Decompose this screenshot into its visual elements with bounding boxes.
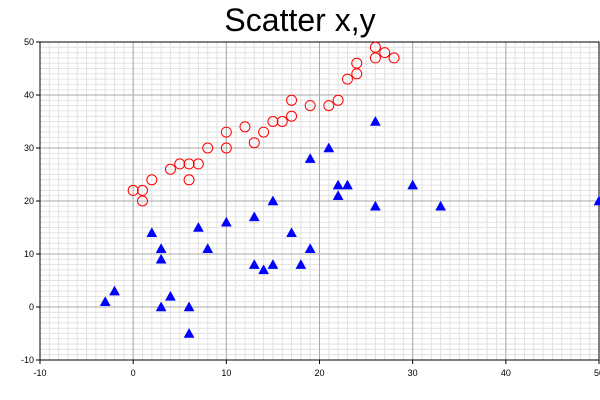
- x-tick-label: 50: [594, 368, 600, 378]
- y-tick-label: 40: [24, 90, 34, 100]
- x-tick-label: 40: [501, 368, 511, 378]
- data-point-circle: [369, 52, 381, 64]
- data-point-circle: [164, 163, 176, 175]
- data-point-circle: [183, 174, 195, 186]
- data-point-circle: [183, 158, 195, 170]
- data-point-circle: [304, 100, 316, 112]
- data-point-triangle: [202, 243, 214, 253]
- data-point-circle: [220, 142, 232, 154]
- tick-labels: -10 0 10 20 30 40 50 -10 0 10 20 30 40 50: [21, 37, 600, 378]
- x-tick-label: 30: [408, 368, 418, 378]
- data-point-triangle: [295, 259, 307, 269]
- y-tick-label: 50: [24, 37, 34, 47]
- axis-ticks: [36, 41, 600, 364]
- data-point-circle: [239, 121, 251, 133]
- data-point-triangle: [407, 179, 419, 190]
- data-point-triangle: [220, 216, 232, 227]
- data-point-circle: [286, 110, 298, 122]
- data-point-triangle: [323, 142, 335, 153]
- data-point-triangle: [99, 296, 111, 306]
- data-point-triangle: [342, 179, 353, 190]
- data-point-circle: [388, 52, 400, 64]
- y-tick-label: -10: [21, 355, 34, 365]
- data-point-triangle: [304, 153, 316, 163]
- data-points: [99, 41, 600, 338]
- data-point-triangle: [267, 259, 279, 269]
- data-point-circle: [351, 57, 363, 69]
- data-point-circle: [351, 68, 363, 80]
- data-point-circle: [323, 100, 335, 112]
- x-tick-label: 20: [314, 368, 324, 378]
- data-point-circle: [136, 195, 148, 207]
- data-point-circle: [267, 116, 279, 127]
- data-point-circle: [258, 126, 270, 138]
- data-point-triangle: [248, 211, 260, 222]
- chart-title: Scatter x,y: [224, 2, 376, 38]
- data-point-triangle: [593, 195, 600, 206]
- data-point-triangle: [369, 115, 381, 126]
- data-point-triangle: [146, 227, 158, 238]
- x-tick-label: 10: [221, 368, 231, 378]
- data-point-triangle: [155, 253, 167, 264]
- data-point-circle: [369, 41, 381, 53]
- data-point-triangle: [165, 290, 176, 301]
- data-point-circle: [248, 137, 260, 149]
- data-point-triangle: [248, 259, 260, 269]
- data-point-triangle: [109, 285, 120, 296]
- data-point-circle: [136, 184, 148, 196]
- data-point-triangle: [267, 195, 279, 206]
- data-point-circle: [379, 47, 391, 59]
- data-point-triangle: [258, 264, 270, 275]
- data-point-circle: [146, 174, 158, 186]
- data-point-circle: [276, 116, 288, 127]
- data-point-circle: [286, 94, 298, 106]
- data-point-triangle: [369, 200, 381, 211]
- x-tick-label: 0: [131, 368, 136, 378]
- data-point-triangle: [183, 327, 195, 338]
- data-point-triangle: [286, 227, 297, 238]
- data-point-triangle: [183, 301, 195, 312]
- data-point-triangle: [192, 221, 204, 232]
- data-point-circle: [332, 94, 344, 106]
- y-tick-label: 0: [29, 302, 34, 312]
- data-point-triangle: [155, 301, 167, 312]
- data-point-triangle: [155, 243, 167, 253]
- data-point-circle: [174, 158, 186, 170]
- data-point-circle: [192, 158, 204, 170]
- x-tick-label: -10: [33, 368, 46, 378]
- y-tick-label: 20: [24, 196, 34, 206]
- data-point-triangle: [435, 200, 447, 211]
- y-tick-label: 10: [24, 249, 34, 259]
- y-tick-label: 30: [24, 143, 34, 153]
- data-point-triangle: [332, 179, 344, 190]
- data-point-circle: [341, 73, 353, 85]
- data-point-triangle: [304, 243, 316, 253]
- data-point-circle: [202, 142, 214, 154]
- data-point-circle: [127, 184, 139, 196]
- data-point-triangle: [332, 190, 344, 200]
- data-point-circle: [220, 126, 232, 138]
